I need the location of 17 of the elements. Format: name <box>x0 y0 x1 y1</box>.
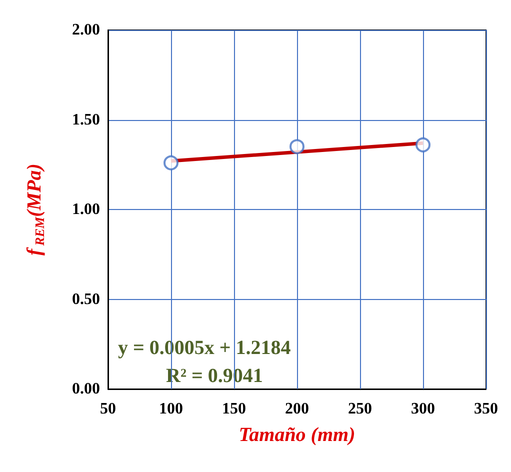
x-tick-label: 300 <box>411 400 435 418</box>
x-axis-title: Tamaño (mm) <box>238 424 356 446</box>
y-axis-title: fREM(MPa) <box>24 164 47 256</box>
x-tick-label: 100 <box>159 400 183 418</box>
point <box>290 139 304 154</box>
point <box>164 155 178 170</box>
y-tick-label: 0.50 <box>72 290 100 308</box>
x-tick-label: 150 <box>222 400 246 418</box>
y-tick-label: 1.00 <box>72 201 100 218</box>
x-tick-label: 250 <box>348 400 372 418</box>
point <box>416 137 430 152</box>
y-tick-label: 2.00 <box>72 22 100 38</box>
y-tick-label: 0.00 <box>72 380 100 398</box>
y-tick-label: 1.50 <box>72 111 100 128</box>
x-tick-label: 200 <box>285 400 309 418</box>
x-tick-label: 350 <box>474 400 498 418</box>
x-tick-label: 50 <box>100 400 116 418</box>
